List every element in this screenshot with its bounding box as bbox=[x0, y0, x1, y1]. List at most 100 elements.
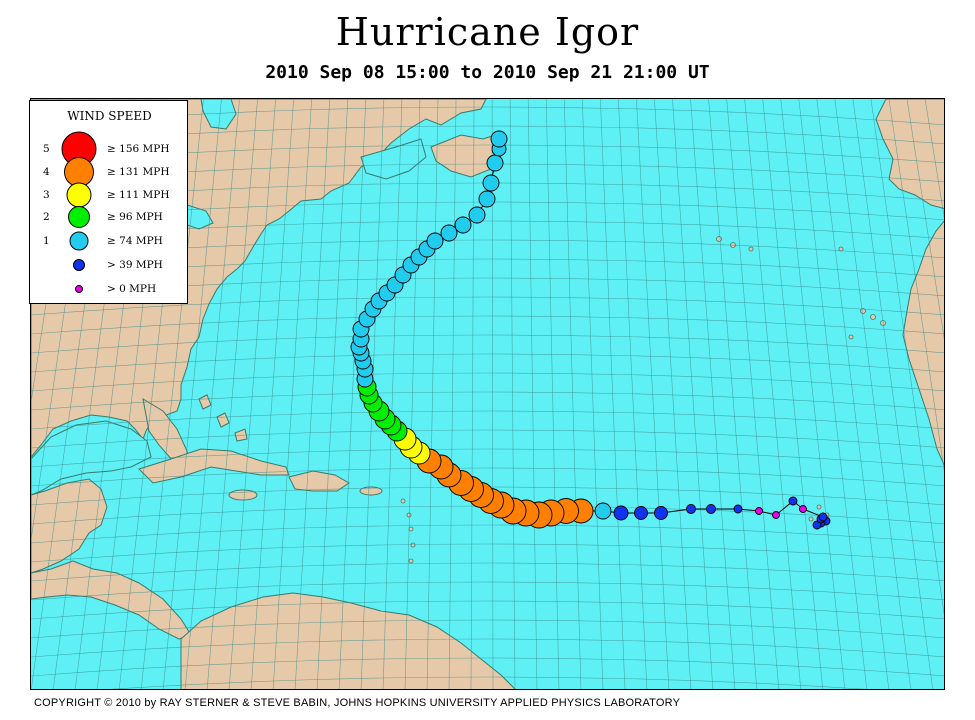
graticule-parallel bbox=[31, 391, 944, 411]
track-point bbox=[468, 206, 486, 224]
legend-row-cat4: 4 ≥ 131 MPH bbox=[30, 162, 189, 184]
track-point bbox=[440, 224, 458, 242]
graticule-parallel bbox=[31, 296, 944, 316]
graticule-meridian bbox=[338, 99, 367, 689]
graticule-parallel bbox=[31, 448, 944, 468]
legend-row-cat3: 3 ≥ 111 MPH bbox=[30, 185, 189, 207]
track-point bbox=[486, 154, 504, 172]
track-point bbox=[772, 511, 780, 519]
graticule-meridian bbox=[470, 99, 475, 689]
track-point bbox=[733, 504, 743, 514]
map-subtitle: 2010 Sep 08 15:00 to 2010 Sep 21 21:00 U… bbox=[265, 62, 710, 83]
graticule-parallel bbox=[31, 600, 944, 620]
graticule-meridian bbox=[636, 99, 670, 689]
graticule-parallel bbox=[31, 372, 944, 392]
graticule-meridian bbox=[798, 99, 868, 689]
graticule-meridian bbox=[509, 99, 516, 689]
wind-speed-legend: WIND SPEED 5 ≥ 156 MPH 4 ≥ 131 MPH 3 ≥ 1… bbox=[29, 100, 188, 304]
graticule-parallel bbox=[31, 410, 944, 430]
graticule-meridian bbox=[404, 99, 421, 689]
legend-label: ≥ 111 MPH bbox=[107, 189, 170, 201]
graticule-meridian bbox=[888, 99, 944, 472]
legend-label: ≥ 156 MPH bbox=[107, 143, 170, 155]
graticule-meridian bbox=[250, 99, 294, 689]
graticule-meridian bbox=[834, 99, 912, 689]
copyright-notice: COPYRIGHT © 2010 by RAY STERNER & STEVE … bbox=[34, 697, 681, 709]
legend-marker-cat1 bbox=[69, 231, 89, 251]
graticule-meridian bbox=[708, 99, 758, 689]
track-point bbox=[755, 507, 763, 515]
legend-row-cat2: 2 ≥ 96 MPH bbox=[30, 207, 189, 229]
graticule-meridian bbox=[582, 99, 604, 689]
graticule-parallel bbox=[31, 429, 944, 449]
graticule-meridian bbox=[382, 99, 403, 689]
graticule-meridian bbox=[852, 99, 934, 689]
land-africa bbox=[902, 220, 944, 466]
track-point bbox=[482, 174, 500, 192]
land-bahamas bbox=[198, 394, 248, 442]
map-title: Hurricane Igor bbox=[335, 10, 640, 54]
track-point bbox=[613, 505, 629, 521]
legend-label: > 39 MPH bbox=[107, 259, 163, 271]
graticule-meridian bbox=[272, 99, 312, 689]
graticule-parallel bbox=[31, 353, 944, 373]
graticule-meridian bbox=[162, 99, 222, 689]
lesser-antilles bbox=[400, 498, 416, 564]
graticule-meridian bbox=[527, 99, 538, 689]
track-point bbox=[490, 130, 508, 148]
land-hispaniola bbox=[288, 470, 350, 492]
track-point bbox=[426, 232, 444, 250]
track-point bbox=[654, 506, 668, 520]
legend-marker-td bbox=[75, 285, 83, 293]
graticule-meridian bbox=[870, 99, 944, 616]
graticule-parallel bbox=[31, 334, 944, 354]
graticule-parallel bbox=[31, 562, 944, 582]
legend-category: 1 bbox=[43, 235, 50, 247]
graticule-meridian bbox=[618, 99, 648, 689]
graticule-parallel bbox=[31, 619, 944, 639]
graticule-meridian bbox=[426, 99, 439, 689]
legend-category: 4 bbox=[43, 166, 50, 178]
track-point bbox=[818, 512, 828, 522]
track-point bbox=[478, 190, 496, 208]
track-point bbox=[706, 504, 716, 514]
legend-row-ts: > 39 MPH bbox=[30, 255, 189, 277]
graticule-meridian bbox=[690, 99, 736, 689]
track-point bbox=[594, 502, 612, 520]
graticule-meridian bbox=[762, 99, 824, 689]
graticule-meridian bbox=[924, 99, 944, 218]
legend-category: 5 bbox=[43, 143, 50, 155]
land-south-america bbox=[180, 592, 516, 689]
lake-region bbox=[200, 99, 237, 130]
graticule-meridian bbox=[906, 99, 944, 339]
graticule-meridian bbox=[140, 99, 204, 689]
legend-marker-ts bbox=[73, 259, 85, 271]
graticule-meridian bbox=[744, 99, 802, 689]
legend-markers bbox=[61, 131, 97, 293]
graticule-meridian bbox=[672, 99, 714, 689]
graticule-meridian bbox=[545, 99, 560, 689]
graticule-parallel bbox=[31, 524, 944, 544]
legend-row-cat1: 1 ≥ 74 MPH bbox=[30, 231, 189, 253]
track-point bbox=[454, 216, 472, 234]
graticule-meridian bbox=[726, 99, 780, 689]
legend-marker-cat2 bbox=[68, 206, 90, 228]
graticule-meridian bbox=[184, 99, 240, 689]
storm-track-points bbox=[350, 130, 831, 530]
track-point bbox=[634, 506, 648, 520]
graticule-parallel bbox=[31, 543, 944, 563]
track-point bbox=[686, 504, 696, 514]
graticule-meridian bbox=[780, 99, 846, 689]
graticule-parallel bbox=[31, 657, 944, 677]
legend-row-td: > 0 MPH bbox=[30, 279, 189, 301]
track-point bbox=[799, 505, 807, 513]
graticule-meridian bbox=[563, 99, 582, 689]
graticule-meridian bbox=[206, 99, 258, 689]
graticule-meridian bbox=[294, 99, 331, 689]
track-point bbox=[788, 496, 798, 506]
graticule-meridian bbox=[654, 99, 692, 689]
graticule-meridian bbox=[316, 99, 349, 689]
graticule-meridian bbox=[600, 99, 626, 689]
graticule-meridian bbox=[448, 99, 457, 689]
land-puerto-rico bbox=[359, 486, 383, 496]
